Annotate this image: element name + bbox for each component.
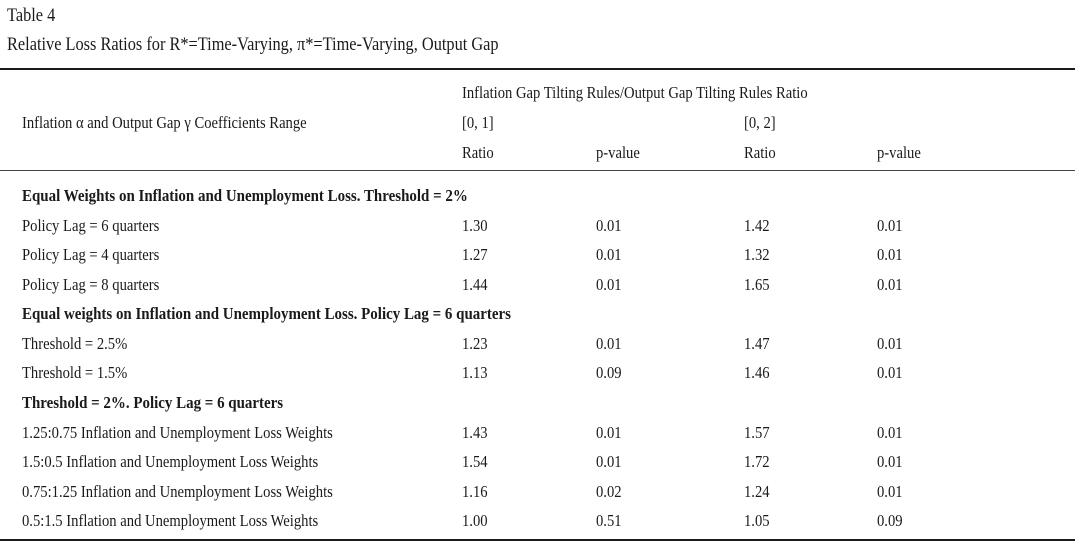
pvalue-cell: 0.01: [877, 275, 903, 294]
ratio-cell: 1.27: [462, 245, 488, 264]
pvalue-cell: 0.01: [877, 482, 903, 501]
row-label: 0.75:1.25 Inflation and Unemployment Los…: [22, 482, 333, 501]
ratio-cell: 1.32: [744, 245, 770, 264]
row-label: Policy Lag = 6 quarters: [22, 216, 160, 235]
section-title: Threshold = 2%. Policy Lag = 6 quarters: [22, 393, 284, 412]
ratio-cell: 1.16: [462, 482, 488, 501]
row-label: 1.5:0.5 Inflation and Unemployment Loss …: [22, 452, 319, 471]
table-caption-title: Relative Loss Ratios for R*=Time-Varying…: [7, 34, 499, 55]
pvalue-cell: 0.09: [877, 511, 903, 530]
ratio-cell: 1.54: [462, 452, 488, 471]
pvalue-cell: 0.09: [596, 363, 622, 382]
ratio-cell: 1.00: [462, 511, 488, 530]
pvalue-cell: 0.01: [877, 334, 903, 353]
pvalue-cell: 0.01: [596, 245, 622, 264]
header-pvalue-2: p-value: [877, 143, 921, 162]
ratio-cell: 1.23: [462, 334, 488, 353]
pvalue-cell: 0.01: [596, 334, 622, 353]
pvalue-cell: 0.01: [596, 423, 622, 442]
header-range-2: [0, 2]: [744, 113, 776, 132]
row-label: 1.25:0.75 Inflation and Unemployment Los…: [22, 423, 333, 442]
row-label: Policy Lag = 4 quarters: [22, 245, 160, 264]
ratio-cell: 1.43: [462, 423, 488, 442]
pvalue-cell: 0.01: [877, 423, 903, 442]
header-ratio-2: Ratio: [744, 143, 776, 162]
pvalue-cell: 0.02: [596, 482, 622, 501]
header-pvalue-1: p-value: [596, 143, 640, 162]
table-caption-label: Table 4: [7, 5, 56, 26]
ratio-cell: 1.05: [744, 511, 770, 530]
row-label: Threshold = 1.5%: [22, 363, 128, 382]
pvalue-cell: 0.01: [596, 216, 622, 235]
ratio-cell: 1.24: [744, 482, 770, 501]
ratio-cell: 1.13: [462, 363, 488, 382]
pvalue-cell: 0.01: [877, 363, 903, 382]
pvalue-cell: 0.01: [596, 275, 622, 294]
ratio-cell: 1.44: [462, 275, 488, 294]
header-range-1: [0, 1]: [462, 113, 494, 132]
header-ratio-1: Ratio: [462, 143, 494, 162]
pvalue-cell: 0.01: [877, 216, 903, 235]
ratio-cell: 1.47: [744, 334, 770, 353]
section-title: Equal weights on Inflation and Unemploym…: [22, 304, 511, 323]
ratio-cell: 1.57: [744, 423, 770, 442]
row-label: 0.5:1.5 Inflation and Unemployment Loss …: [22, 511, 319, 530]
ratio-cell: 1.42: [744, 216, 770, 235]
pvalue-cell: 0.01: [877, 245, 903, 264]
ratio-cell: 1.65: [744, 275, 770, 294]
pvalue-cell: 0.01: [877, 452, 903, 471]
pvalue-cell: 0.51: [596, 511, 622, 530]
table-header-rule: [0, 170, 1075, 171]
table-top-rule: [0, 68, 1075, 70]
header-group-label: Inflation Gap Tilting Rules/Output Gap T…: [462, 83, 808, 102]
header-row-label: Inflation α and Output Gap γ Coefficient…: [22, 113, 307, 132]
section-title: Equal Weights on Inflation and Unemploym…: [22, 186, 468, 205]
row-label: Threshold = 2.5%: [22, 334, 128, 353]
pvalue-cell: 0.01: [596, 452, 622, 471]
ratio-cell: 1.72: [744, 452, 770, 471]
ratio-cell: 1.30: [462, 216, 488, 235]
ratio-cell: 1.46: [744, 363, 770, 382]
table-bottom-rule: [0, 539, 1075, 541]
row-label: Policy Lag = 8 quarters: [22, 275, 160, 294]
